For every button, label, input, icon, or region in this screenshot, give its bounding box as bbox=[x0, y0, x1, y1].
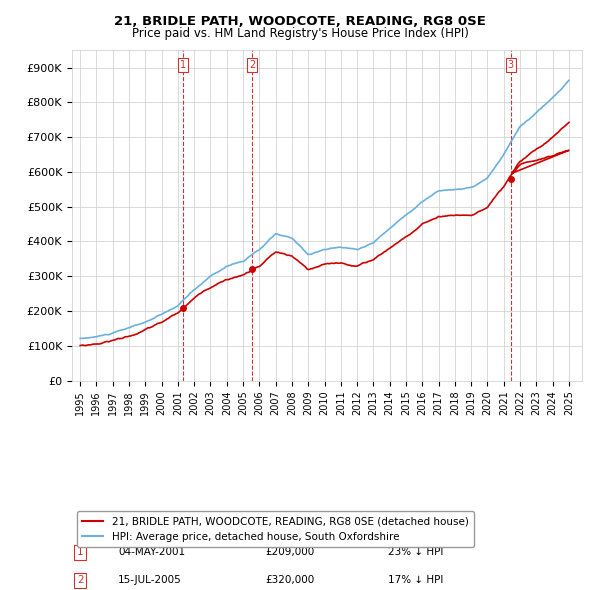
Text: 3: 3 bbox=[508, 60, 514, 70]
Text: 1: 1 bbox=[77, 548, 84, 558]
Text: £320,000: £320,000 bbox=[266, 575, 315, 585]
Text: 2: 2 bbox=[249, 60, 255, 70]
Text: £209,000: £209,000 bbox=[266, 548, 315, 558]
Text: 23% ↓ HPI: 23% ↓ HPI bbox=[388, 548, 443, 558]
Text: 21, BRIDLE PATH, WOODCOTE, READING, RG8 0SE: 21, BRIDLE PATH, WOODCOTE, READING, RG8 … bbox=[114, 15, 486, 28]
Text: Price paid vs. HM Land Registry's House Price Index (HPI): Price paid vs. HM Land Registry's House … bbox=[131, 27, 469, 40]
Legend: 21, BRIDLE PATH, WOODCOTE, READING, RG8 0SE (detached house), HPI: Average price: 21, BRIDLE PATH, WOODCOTE, READING, RG8 … bbox=[77, 512, 473, 547]
Text: 15-JUL-2005: 15-JUL-2005 bbox=[118, 575, 182, 585]
Text: 17% ↓ HPI: 17% ↓ HPI bbox=[388, 575, 443, 585]
Text: 2: 2 bbox=[77, 575, 84, 585]
Text: 1: 1 bbox=[181, 60, 187, 70]
Text: 04-MAY-2001: 04-MAY-2001 bbox=[118, 548, 185, 558]
